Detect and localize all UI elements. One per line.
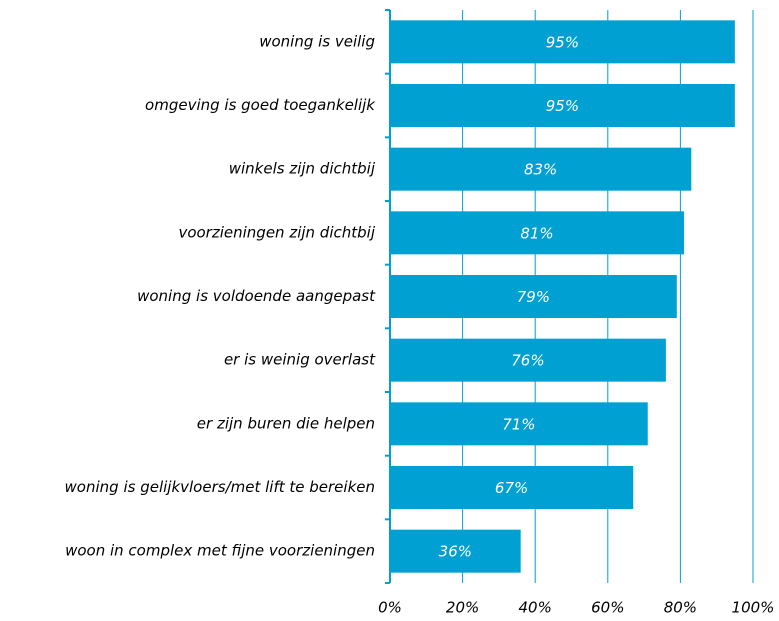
value-label: 83%: [524, 161, 557, 179]
bar: [390, 275, 677, 318]
bar: [390, 402, 648, 446]
value-label: 79%: [517, 288, 550, 306]
x-tick-label: 80%: [664, 599, 697, 617]
bar: [390, 338, 666, 382]
y-tick-label: woning is veilig: [259, 32, 375, 50]
value-label: 71%: [502, 415, 535, 433]
y-tick-label: er is weinig overlast: [224, 351, 376, 369]
x-tick-label: 20%: [446, 599, 479, 617]
y-tick-label: woon in complex met fijne voorzieningen: [65, 542, 375, 560]
y-tick-label: voorzieningen zijn dichtbij: [178, 223, 375, 241]
y-tick-label: winkels zijn dichtbij: [229, 160, 376, 178]
x-tick-label: 100%: [732, 599, 775, 617]
value-label: 95%: [546, 97, 579, 115]
bar: [390, 529, 521, 573]
y-tick-label: er zijn buren die helpen: [197, 414, 375, 432]
x-tick-label: 40%: [519, 599, 552, 617]
value-label: 67%: [495, 479, 528, 497]
y-tick-label: woning is voldoende aangepast: [137, 287, 376, 305]
value-label: 36%: [439, 543, 472, 561]
bar: [390, 20, 735, 64]
y-tick-label: woning is gelijkvloers/met lift te berei…: [65, 478, 375, 496]
value-label: 95%: [546, 33, 579, 51]
bar: [390, 211, 685, 255]
x-tick-label: 60%: [591, 599, 624, 617]
bar: [390, 84, 735, 127]
value-label: 76%: [511, 352, 544, 370]
value-label: 81%: [520, 224, 553, 242]
x-tick-label: 0%: [378, 599, 402, 617]
bar: [390, 147, 692, 191]
y-tick-label: omgeving is goed toegankelijk: [145, 96, 376, 114]
bar: [390, 466, 634, 509]
